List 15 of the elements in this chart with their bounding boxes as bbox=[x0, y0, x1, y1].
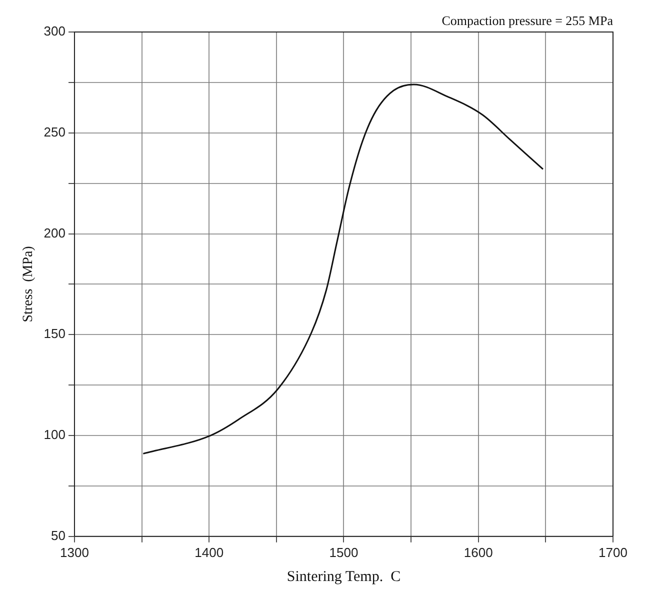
y-tick-label: 200 bbox=[44, 225, 66, 240]
y-tick-label: 150 bbox=[44, 326, 66, 342]
line-series bbox=[142, 84, 544, 454]
y-tick-label: 250 bbox=[44, 124, 66, 140]
y-tick-label: 100 bbox=[44, 427, 66, 442]
y-axis-title: Stress (MPa) bbox=[21, 246, 36, 322]
x-tick-label: 1300 bbox=[60, 544, 89, 560]
x-tick-label: 1700 bbox=[598, 544, 628, 560]
x-axis-title: Sintering Temp. C bbox=[286, 568, 401, 585]
y-tick-label: 300 bbox=[44, 24, 66, 39]
y-tick-label: 50 bbox=[51, 528, 66, 543]
x-tick-label: 1500 bbox=[329, 544, 358, 560]
text: Compaction pressure = 255 MPa bbox=[442, 12, 614, 28]
x-tick-label: 1400 bbox=[194, 544, 224, 560]
x-tick-label: 1600 bbox=[464, 544, 493, 560]
